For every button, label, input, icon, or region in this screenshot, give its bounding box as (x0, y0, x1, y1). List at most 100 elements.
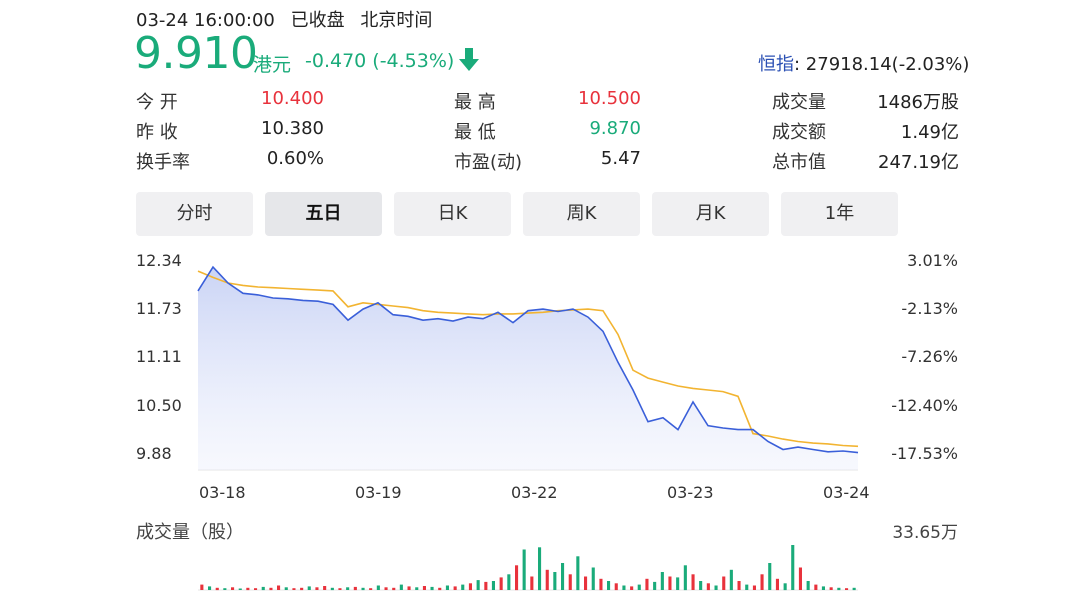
volume-bar (584, 576, 588, 590)
volume-bar (668, 576, 672, 590)
volume-bar (837, 587, 841, 591)
volume-bar (775, 578, 779, 591)
quote-status-line: 03-24 16:00:00 已收盘 北京时间 (136, 6, 432, 32)
average-price-line (197, 270, 859, 448)
y-tick-left: 12.34 (136, 251, 182, 270)
volume-bar (200, 584, 204, 590)
x-tick: 03-18 (199, 483, 246, 502)
volume-bar (806, 581, 810, 590)
volume-bar (530, 576, 534, 590)
volume-bar (829, 587, 833, 590)
tab-monthly-k[interactable]: 月K (652, 192, 769, 236)
volume-bar (791, 545, 795, 590)
volume-bar (683, 565, 687, 591)
volume-bar (338, 588, 342, 590)
volume-bar (468, 583, 472, 591)
market-cap-label: 总市值 (772, 152, 826, 173)
tab-one-year[interactable]: 1年 (781, 192, 898, 236)
volume-bar (653, 581, 657, 590)
index-name[interactable]: 恒指 (758, 54, 794, 75)
pe-label: 市盈(动) (454, 152, 523, 173)
y-tick-right: -17.53% (891, 444, 958, 463)
turnover-rate-label: 换手率 (136, 152, 190, 173)
volume-bar (622, 585, 626, 590)
index-value: : 27918.14(-2.03%) (794, 54, 970, 75)
volume-bar (353, 586, 357, 591)
volume-bar (737, 581, 741, 590)
high-value: 10.500 (578, 88, 641, 109)
volume-max-label: 33.65万 (892, 523, 958, 543)
volume-bar (399, 584, 403, 590)
volume-bar (538, 547, 542, 591)
volume-bar (238, 588, 242, 590)
open-value: 10.400 (261, 88, 324, 109)
volume-bar (476, 580, 480, 590)
turnover-rate-value: 0.60% (266, 148, 324, 169)
down-arrow-icon (458, 46, 480, 76)
volume-bar (660, 572, 664, 590)
price-change: -0.470 (-4.53%) (305, 50, 455, 72)
volume-bar (453, 586, 457, 590)
volume-bar (783, 583, 787, 591)
volume-bar (269, 587, 273, 591)
volume-bar (484, 581, 488, 590)
volume-bar (422, 586, 426, 590)
amount-label: 成交额 (772, 122, 826, 143)
volume-bar (545, 569, 549, 591)
price-line (197, 265, 859, 454)
volume-bar (845, 588, 849, 590)
volume-bar (307, 586, 311, 590)
volume-bar (714, 585, 718, 590)
volume-bar (392, 587, 396, 591)
volume-bar (415, 587, 419, 590)
tab-five-day[interactable]: 五日 (265, 192, 382, 236)
price-area (198, 267, 858, 470)
volume-bar (284, 587, 288, 590)
volume-label: 成交量 (772, 92, 826, 113)
volume-bar (407, 586, 411, 590)
volume-bar (499, 577, 503, 590)
amount-value: 1.49亿 (900, 122, 959, 143)
volume-chart-label: 成交量（股） (136, 522, 244, 543)
index-quote[interactable]: 恒指: 27918.14(-2.03%) (758, 50, 969, 76)
volume-bar (231, 587, 235, 590)
timezone-label: 北京时间 (360, 10, 433, 31)
tab-intraday[interactable]: 分时 (136, 192, 253, 236)
low-value: 9.870 (589, 118, 641, 139)
volume-value: 1486万股 (877, 92, 959, 113)
y-tick-left: 9.88 (136, 444, 172, 463)
volume-bar (706, 583, 710, 591)
y-tick-left: 11.11 (136, 347, 182, 366)
volume-bar (430, 586, 434, 591)
market-status: 已收盘 (290, 10, 345, 31)
quote-datetime: 03-24 16:00:00 (136, 10, 275, 31)
volume-bar (637, 584, 641, 590)
volume-bar (607, 581, 611, 590)
x-tick: 03-24 (823, 483, 870, 502)
volume-bar (346, 587, 350, 590)
volume-bar (821, 586, 825, 590)
prev-close-label: 昨 收 (136, 122, 178, 143)
y-tick-left: 11.73 (136, 299, 182, 318)
volume-bar (614, 583, 618, 591)
volume-bar (553, 572, 557, 590)
volume-bar (745, 584, 749, 590)
tab-weekly-k[interactable]: 周K (523, 192, 640, 236)
volume-bar (369, 588, 373, 590)
current-price: 9.910 (134, 28, 258, 79)
high-label: 最 高 (454, 92, 496, 113)
pe-value: 5.47 (600, 148, 641, 169)
volume-bar (645, 578, 649, 591)
y-tick-right: -12.40% (891, 396, 958, 415)
volume-bar (599, 578, 603, 591)
volume-bar (300, 587, 304, 591)
y-tick-right: -7.26% (901, 347, 958, 366)
x-tick: 03-22 (511, 483, 558, 502)
volume-bar (576, 556, 580, 591)
tab-daily-k[interactable]: 日K (394, 192, 511, 236)
volume-bar (798, 567, 802, 590)
volume-bar (722, 576, 726, 590)
open-label: 今 开 (136, 92, 178, 113)
y-tick-right: 3.01% (907, 251, 958, 270)
